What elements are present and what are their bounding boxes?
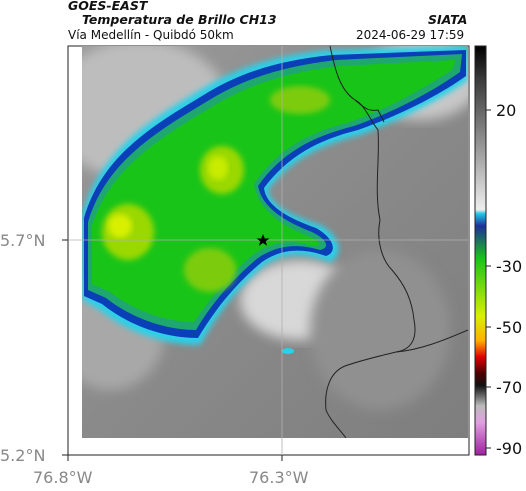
satellite-name: GOES-EAST xyxy=(68,0,148,13)
colorbar-tick-minus50: -50 xyxy=(496,318,523,337)
colorbar-tick-20: 20 xyxy=(496,101,517,120)
lon-tick-76.3: 76.3°W xyxy=(249,468,309,487)
lon-tick-76.8: 76.8°W xyxy=(33,468,93,487)
star-marker-icon xyxy=(256,234,270,246)
map-subtitle: Vía Medellín - Quibdó 50km xyxy=(68,28,234,42)
lat-tick-5.7: 5.7°N xyxy=(0,231,46,250)
colorbar-tick-minus70: -70 xyxy=(496,378,523,397)
colorbar-tick-minus90: -90 xyxy=(496,439,523,458)
colorbar xyxy=(474,45,487,456)
timestamp: 2024-06-29 17:59 xyxy=(356,28,465,42)
source-label: SIATA xyxy=(428,12,468,27)
department-border xyxy=(325,46,416,438)
colorbar-tick-minus30: -30 xyxy=(496,257,523,276)
product-title: Temperatura de Brillo CH13 xyxy=(82,12,277,27)
lat-tick-5.2: 5.2°N xyxy=(0,446,46,465)
